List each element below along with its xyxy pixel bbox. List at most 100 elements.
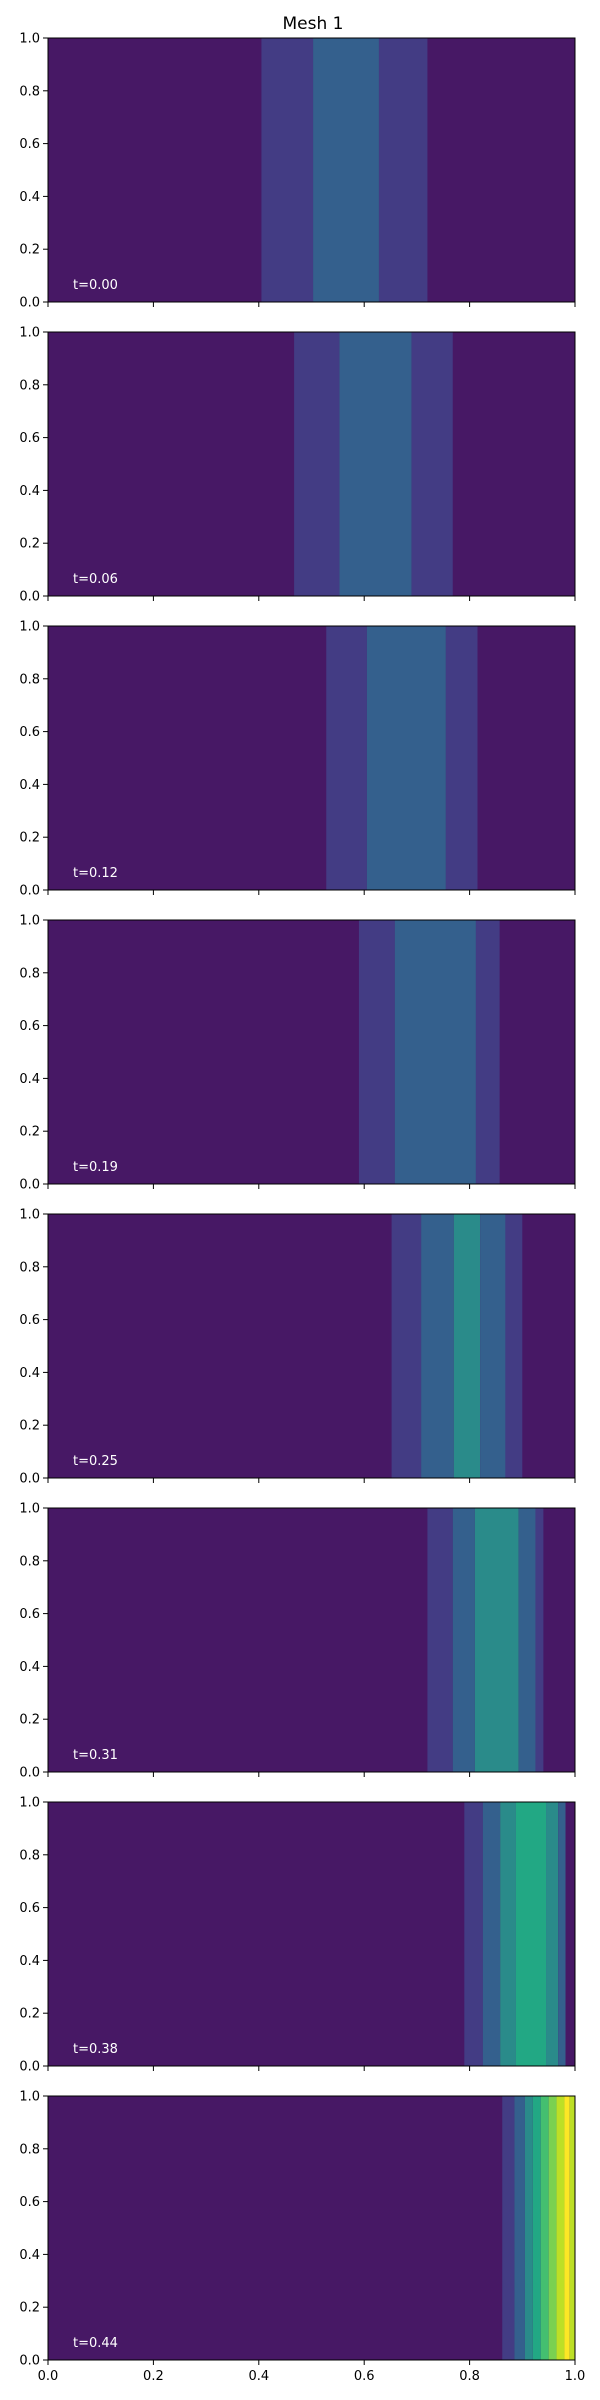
field-band	[394, 920, 476, 1184]
x-tick-label: 0.8	[459, 2369, 480, 2384]
y-tick-label: 0.4	[19, 2248, 40, 2263]
field-background	[48, 2096, 575, 2360]
axes-frame	[47, 919, 576, 1185]
axes-frame	[47, 331, 576, 597]
panels: 0.0 0.2 0.4 0.6 0.8 1.0 t=0.00 0.0 0.2 0.4 0.6 0.8 1…	[19, 32, 585, 2385]
axes-frame	[47, 1801, 576, 2067]
y-tick-label: 0.4	[19, 484, 40, 499]
field-band	[532, 2096, 541, 2360]
y-tick-label: 0.4	[19, 778, 40, 793]
time-label: t=0.44	[73, 2336, 118, 2351]
field-band	[427, 1508, 453, 1772]
y-tick-label: 0.4	[19, 1072, 40, 1087]
field-band	[475, 920, 500, 1184]
y-tick-label: 1.0	[19, 620, 40, 635]
y-tick-label: 0.6	[19, 137, 40, 152]
x-tick-label: 0.0	[38, 2369, 59, 2384]
y-tick-label: 0.0	[19, 1178, 40, 1193]
time-label: t=0.06	[73, 572, 118, 587]
field-band	[515, 1802, 547, 2066]
y-tick-label: 0.4	[19, 1366, 40, 1381]
time-label: t=0.25	[73, 1454, 118, 1469]
y-tick-label: 0.2	[19, 1419, 40, 1434]
y-tick-label: 1.0	[19, 326, 40, 341]
x-tick-label: 0.4	[248, 2369, 269, 2384]
panel: 0.0 0.2 0.4 0.6 0.8 1.0 0.0 0.2 0.4 0.6 0.8 1.0 t=0.…	[19, 2090, 585, 2385]
axes-frame	[47, 625, 576, 891]
y-tick-label: 0.2	[19, 831, 40, 846]
y-tick-label: 0.6	[19, 1607, 40, 1622]
field-band	[482, 1802, 501, 2066]
field-band	[445, 626, 478, 890]
y-tick-label: 0.6	[19, 725, 40, 740]
axes-frame	[47, 37, 576, 303]
field-band	[474, 1508, 519, 1772]
panel: 0.0 0.2 0.4 0.6 0.8 1.0 t=0.00	[19, 32, 576, 311]
field-band	[378, 38, 428, 302]
y-tick-label: 0.2	[19, 2007, 40, 2022]
y-tick-label: 0.8	[19, 672, 40, 687]
y-tick-label: 0.0	[19, 2060, 40, 2075]
y-tick-label: 0.4	[19, 190, 40, 205]
panel: 0.0 0.2 0.4 0.6 0.8 1.0 t=0.38	[19, 1796, 576, 2075]
field-band	[500, 1802, 516, 2066]
x-tick-label: 0.2	[143, 2369, 164, 2384]
panel: 0.0 0.2 0.4 0.6 0.8 1.0 t=0.31	[19, 1502, 576, 1781]
field-band	[480, 1214, 506, 1478]
y-tick-label: 1.0	[19, 914, 40, 929]
field-band	[540, 2096, 549, 2360]
field-band	[411, 332, 453, 596]
time-label: t=0.12	[73, 866, 118, 881]
field-band	[535, 1508, 544, 1772]
field-band	[464, 1802, 483, 2066]
axes-frame	[47, 2095, 576, 2361]
y-tick-label: 0.0	[19, 1472, 40, 1487]
field-band	[524, 2096, 533, 2360]
field-band	[326, 626, 367, 890]
field-band	[514, 2096, 525, 2360]
field-band	[261, 38, 314, 302]
y-tick-label: 0.0	[19, 296, 40, 311]
y-tick-label: 0.0	[19, 590, 40, 605]
field-background	[48, 626, 575, 890]
y-tick-label: 0.2	[19, 1713, 40, 1728]
field-band	[518, 1508, 536, 1772]
y-tick-label: 0.4	[19, 1660, 40, 1675]
y-tick-label: 0.0	[19, 2354, 40, 2369]
y-tick-label: 0.0	[19, 1766, 40, 1781]
y-tick-label: 0.2	[19, 243, 40, 258]
y-tick-label: 0.8	[19, 1848, 40, 1863]
y-tick-label: 1.0	[19, 32, 40, 47]
y-tick-label: 0.6	[19, 431, 40, 446]
time-label: t=0.19	[73, 1160, 118, 1175]
x-tick-label: 0.6	[354, 2369, 375, 2384]
field-band	[569, 2096, 575, 2360]
y-tick-label: 0.2	[19, 1125, 40, 1140]
y-tick-label: 1.0	[19, 2090, 40, 2105]
axes-frame	[47, 1213, 576, 1479]
y-tick-label: 1.0	[19, 1502, 40, 1517]
y-tick-label: 0.6	[19, 2195, 40, 2210]
y-tick-label: 0.2	[19, 537, 40, 552]
field-band	[452, 1508, 475, 1772]
field-band	[548, 2096, 557, 2360]
field-band	[391, 1214, 422, 1478]
y-tick-label: 0.8	[19, 84, 40, 99]
time-label: t=0.31	[73, 1748, 118, 1763]
time-label: t=0.00	[73, 278, 118, 293]
field-band	[453, 1214, 481, 1478]
figure-title: Mesh 1	[283, 14, 344, 34]
y-tick-label: 1.0	[19, 1208, 40, 1223]
field-band	[366, 626, 446, 890]
panel: 0.0 0.2 0.4 0.6 0.8 1.0 t=0.19	[19, 914, 576, 1193]
field-band	[556, 2096, 565, 2360]
y-tick-label: 1.0	[19, 1796, 40, 1811]
field-band	[313, 38, 379, 302]
field-band	[546, 1802, 559, 2066]
field-band	[558, 1802, 566, 2066]
field-band	[502, 2096, 515, 2360]
axes-frame	[47, 1507, 576, 1773]
y-tick-label: 0.8	[19, 966, 40, 981]
field-band	[505, 1214, 523, 1478]
